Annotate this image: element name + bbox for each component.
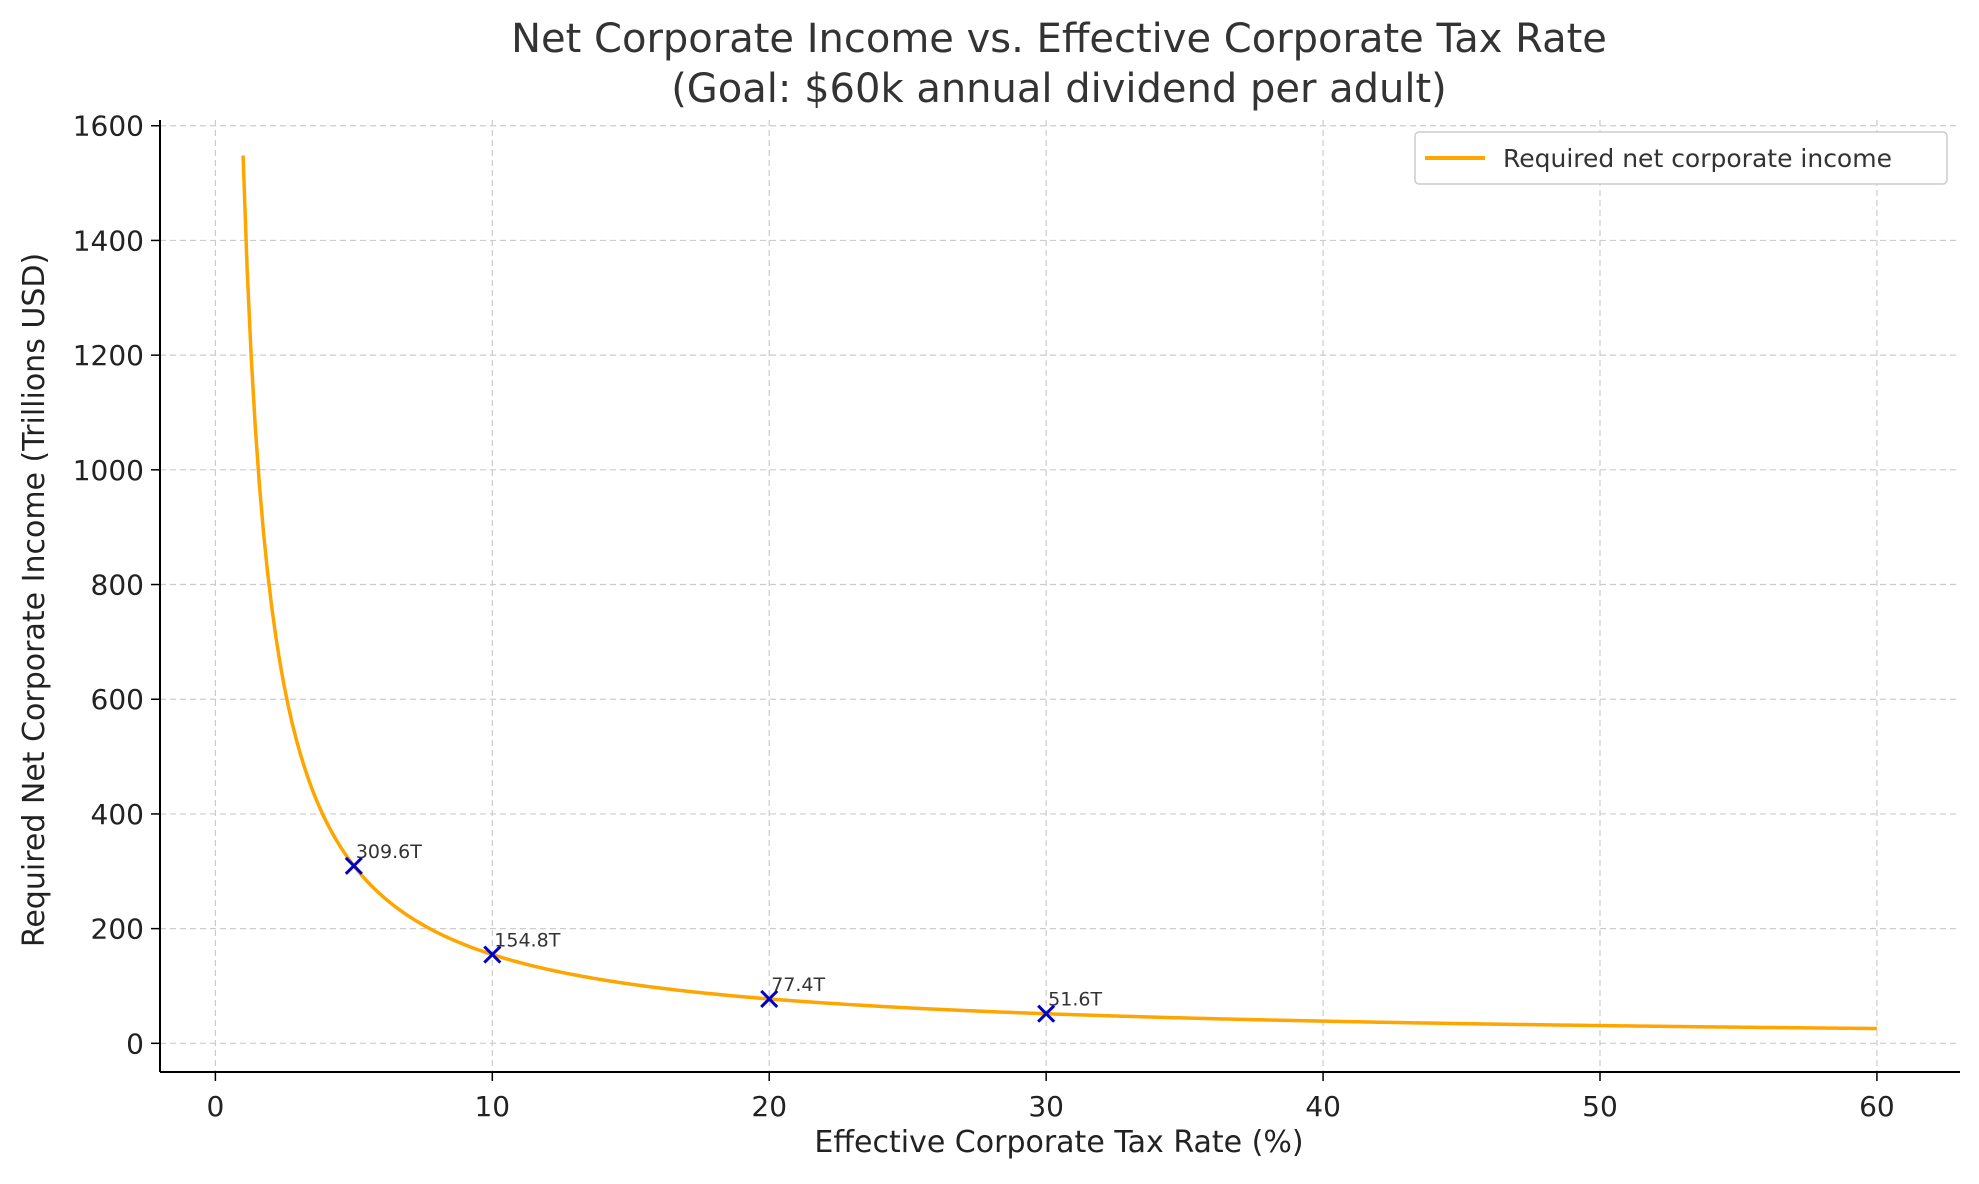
data-point-label: 309.6T (356, 841, 422, 863)
y-tick-label: 200 (91, 913, 144, 946)
data-point-marker (344, 856, 363, 875)
data-point-marker (483, 945, 502, 964)
x-tick-label: 60 (1859, 1090, 1895, 1123)
y-axis-label: Required Net Corporate Income (Trillions… (17, 253, 52, 947)
x-tick-label: 40 (1305, 1090, 1341, 1123)
grid-layer (160, 120, 1960, 1072)
y-tick-label: 400 (91, 798, 144, 831)
data-point-label: 51.6T (1048, 989, 1102, 1011)
axes-layer: 0 10 20 30 40 50 60020040060080010001200140016… (73, 110, 1960, 1123)
chart-subtitle: (Goal: $60k annual dividend per adult) (671, 66, 1447, 112)
legend-label: Required net corporate income (1503, 144, 1892, 173)
data-point-label: 154.8T (494, 930, 560, 952)
series-layer (241, 155, 1877, 1031)
legend: Required net corporate income (1414, 131, 1948, 185)
data-point-marker (760, 989, 779, 1008)
x-tick-label: 30 (1028, 1090, 1064, 1123)
x-tick-label: 0 (206, 1090, 224, 1123)
y-tick-label: 1600 (73, 110, 144, 143)
y-tick-label: 600 (91, 683, 144, 716)
series-line (241, 155, 1877, 1031)
x-tick-label: 10 (474, 1090, 510, 1123)
data-point-label: 77.4T (771, 974, 825, 996)
marker-layer: 309.6T 154.8T 77.4T 51.6T (344, 841, 1102, 1023)
y-tick-label: 800 (91, 569, 144, 602)
data-point-marker (1037, 1004, 1056, 1023)
y-tick-label: 0 (126, 1027, 144, 1060)
y-tick-label: 1000 (73, 454, 144, 487)
x-axis-label: Effective Corporate Tax Rate (%) (814, 1125, 1303, 1160)
x-tick-label: 20 (751, 1090, 787, 1123)
chart-title: Net Corporate Income vs. Effective Corpo… (511, 16, 1607, 62)
legend-box (1414, 131, 1948, 185)
y-tick-label: 1400 (73, 224, 144, 257)
x-tick-label: 50 (1582, 1090, 1618, 1123)
y-tick-label: 1200 (73, 339, 144, 372)
